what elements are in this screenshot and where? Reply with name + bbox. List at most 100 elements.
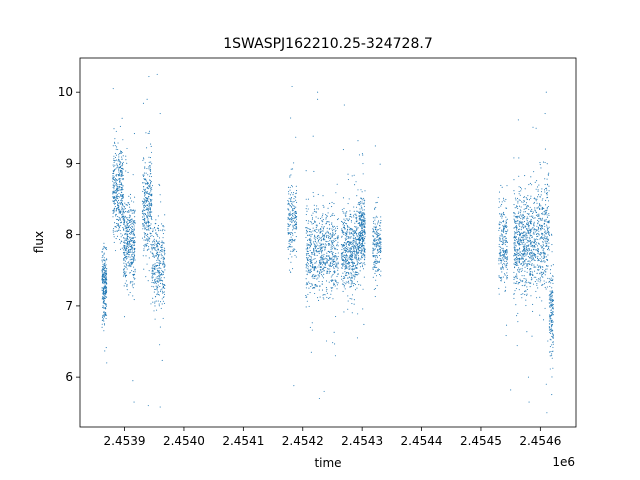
data-point: [360, 215, 362, 217]
data-point: [294, 232, 296, 234]
data-point: [334, 231, 336, 233]
data-point: [353, 303, 355, 305]
data-point: [524, 266, 526, 268]
data-point: [114, 164, 116, 166]
data-point: [318, 222, 321, 224]
data-point: [350, 232, 352, 234]
data-point: [351, 294, 354, 296]
data-point: [319, 285, 321, 287]
data-point: [343, 263, 345, 265]
data-point: [347, 226, 349, 228]
data-point: [501, 247, 503, 249]
data-point: [296, 216, 298, 218]
data-point: [104, 261, 106, 263]
data-point: [545, 245, 548, 247]
data-point: [505, 221, 507, 223]
data-point: [526, 293, 528, 295]
data-point: [537, 257, 539, 259]
data-point: [544, 274, 546, 276]
data-point: [305, 220, 307, 222]
data-point: [350, 280, 352, 282]
data-point: [291, 213, 294, 215]
data-point: [125, 229, 127, 232]
data-point: [518, 237, 520, 239]
data-point: [159, 194, 161, 196]
data-point: [113, 183, 115, 185]
data-point: [519, 248, 521, 250]
data-point: [353, 230, 355, 232]
data-point: [514, 237, 517, 239]
data-point: [117, 219, 120, 222]
data-point: [146, 221, 148, 223]
data-point: [351, 255, 353, 258]
data-point: [141, 212, 143, 214]
data-point: [119, 182, 121, 184]
data-point: [526, 235, 528, 237]
data-point: [321, 264, 323, 266]
data-point: [327, 236, 330, 239]
data-point: [124, 210, 127, 213]
data-point: [113, 192, 115, 194]
data-point: [124, 220, 126, 223]
data-point: [334, 285, 336, 287]
data-point: [323, 253, 325, 255]
data-point: [112, 196, 115, 199]
data-point: [319, 296, 321, 298]
data-point: [129, 265, 131, 267]
data-point: [373, 231, 375, 233]
data-point: [123, 218, 125, 220]
data-point: [148, 198, 150, 200]
data-point: [322, 246, 324, 248]
data-point: [321, 254, 323, 256]
data-point: [128, 241, 130, 244]
data-point: [322, 219, 324, 221]
data-point: [112, 231, 114, 233]
data-point: [513, 193, 515, 195]
data-point: [115, 199, 117, 201]
data-point: [520, 271, 522, 273]
data-point: [362, 247, 364, 249]
data-point: [123, 246, 125, 248]
data-point: [356, 249, 358, 251]
data-point: [337, 245, 339, 247]
data-point: [500, 215, 502, 217]
data-point: [518, 240, 520, 243]
data-point: [504, 290, 506, 292]
data-point: [360, 230, 363, 232]
data-point: [515, 288, 517, 290]
data-point: [164, 264, 166, 267]
data-point: [343, 245, 346, 247]
data-point: [144, 205, 146, 207]
data-point: [163, 257, 165, 259]
data-point: [547, 277, 549, 279]
data-point: [158, 267, 160, 270]
data-point: [326, 296, 328, 298]
data-point: [520, 229, 522, 231]
data-point: [380, 216, 382, 218]
data-point: [329, 297, 331, 299]
data-point: [292, 214, 294, 217]
data-point: [123, 253, 125, 255]
data-point: [332, 233, 334, 235]
data-point: [356, 245, 358, 247]
data-point: [500, 213, 502, 215]
data-point: [103, 288, 105, 290]
data-point: [522, 261, 524, 263]
data-point: [126, 237, 128, 239]
data-point: [149, 192, 151, 194]
data-point: [117, 208, 119, 210]
data-point: [521, 297, 523, 299]
data-point: [352, 274, 354, 276]
data-point: [147, 211, 149, 213]
data-point: [102, 305, 104, 307]
data-point: [513, 263, 515, 265]
data-point: [542, 237, 544, 239]
data-point: [129, 209, 131, 211]
data-point: [129, 233, 131, 235]
data-point: [362, 173, 364, 175]
data-point: [503, 226, 505, 228]
data-point: [520, 188, 523, 190]
data-point: [126, 268, 128, 270]
data-point: [347, 218, 349, 220]
data-point: [523, 196, 525, 198]
